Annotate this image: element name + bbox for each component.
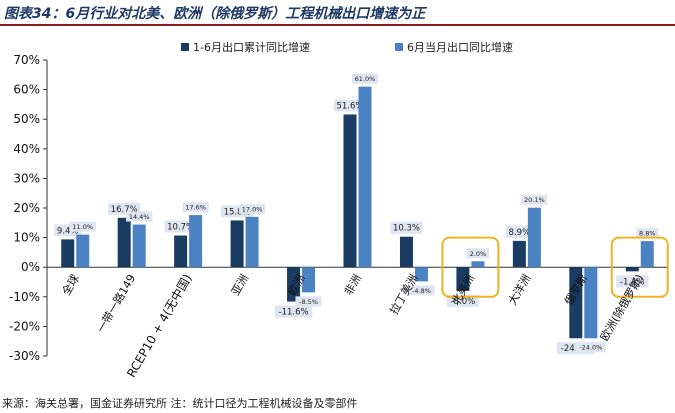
- bar-1-4: [287, 267, 301, 302]
- y-tick-label: 70%: [13, 53, 40, 67]
- y-tick-label: -20%: [9, 319, 40, 333]
- legend-label-series-1: 1-6月出口累计同比增速: [193, 40, 310, 54]
- highlight-box: [610, 236, 669, 298]
- data-label-1-1: 16.7%: [111, 205, 138, 215]
- bar-1-1: [117, 217, 131, 268]
- bar-2-0: [76, 234, 90, 268]
- bar-1-8: [512, 240, 526, 268]
- bar-1-3: [230, 220, 244, 268]
- bar-1-10: [625, 267, 639, 272]
- data-label-2-10: 8.8%: [639, 230, 656, 238]
- y-tick-label: 50%: [13, 112, 40, 126]
- y-tick-label: 40%: [13, 142, 40, 156]
- bar-1-7: [456, 267, 470, 291]
- data-label-box: [408, 285, 435, 296]
- data-label-2-7: 2.0%: [470, 250, 487, 258]
- y-tick-label: 30%: [13, 171, 40, 185]
- bar-2-4: [302, 267, 316, 293]
- data-label-box: [505, 225, 533, 238]
- data-label-box: [182, 202, 209, 213]
- x-category-label: 亚洲: [229, 272, 251, 298]
- data-label-1-5: 51.6%: [336, 101, 363, 111]
- y-tick-label: 20%: [13, 201, 40, 215]
- data-label-1-2: 10.7%: [167, 223, 194, 233]
- legend-swatch-series-2: [395, 43, 403, 51]
- y-tick-label: -30%: [9, 349, 40, 363]
- data-label-1-10: -1.4%: [620, 277, 645, 287]
- bar-1-2: [174, 235, 188, 268]
- data-label-box: [239, 203, 266, 214]
- data-label-box: [636, 228, 659, 239]
- data-label-2-9: -24.0%: [579, 344, 602, 352]
- y-tick-label: 60%: [13, 83, 40, 97]
- y-tick-label: 0%: [21, 260, 40, 274]
- x-category-label: 一带一路149: [95, 272, 139, 335]
- chart: 1-6月出口累计同比增速 6月当月出口同比增速 70% 60% 50% 40% 30% 2…: [9, 40, 669, 380]
- data-label-1-7: -8.0%: [451, 297, 476, 307]
- y-axis: 70% 60% 50% 40% 30% 20% 10% 0% -10% -20% -30%: [9, 53, 668, 363]
- data-label-box: [295, 296, 322, 307]
- data-label-box: [164, 220, 197, 233]
- data-label-box: [466, 248, 489, 259]
- data-label-box: [69, 221, 96, 232]
- chart-title: 图表34：6月行业对北美、欧洲（除俄罗斯）工程机械出口增速为正: [4, 6, 426, 22]
- x-category-label: 非洲: [342, 272, 364, 298]
- bar-1-9: [569, 267, 583, 339]
- data-label-2-6: -4.8%: [412, 287, 431, 295]
- data-label-box: [390, 221, 423, 234]
- bars: 9.4%11.0% 16.7%14.4% 10.7% 17.6% 15.8%17.0% -…: [54, 73, 659, 355]
- source-note: 来源：海关总署，国金证券研究所 注：统计口径为工程机械设备及零部件: [2, 397, 358, 410]
- bar-2-7: [471, 261, 485, 268]
- highlight-boxes: [441, 236, 669, 298]
- data-label-box: [616, 275, 649, 288]
- highlight-box: [441, 236, 500, 298]
- bar-2-2: [189, 215, 203, 268]
- y-tick-label: -10%: [9, 290, 40, 304]
- data-label-2-0: 11.0%: [72, 223, 93, 231]
- title-rule: [0, 24, 675, 26]
- y-tick-label: 10%: [13, 231, 40, 245]
- data-label-1-6: 10.3%: [393, 224, 420, 234]
- bar-2-6: [414, 267, 428, 282]
- bar-1-6: [399, 236, 413, 268]
- bar-2-10: [640, 241, 654, 268]
- x-category-label: 大洋洲: [505, 272, 534, 308]
- data-label-box: [575, 342, 606, 353]
- bar-2-8: [527, 207, 541, 268]
- bar-2-3: [245, 216, 259, 268]
- x-category-label: RCEP10 + 4(无中国): [123, 271, 194, 380]
- data-label-1-3: 15.8%: [224, 207, 251, 217]
- data-label-box: [351, 73, 379, 84]
- data-label-2-2: 17.6%: [185, 204, 206, 212]
- bar-1-0: [61, 239, 75, 268]
- bar-2-1: [132, 224, 146, 268]
- data-label-box: [274, 305, 313, 318]
- data-label-box: [446, 294, 480, 307]
- data-label-1-0: 9.4%: [57, 226, 79, 236]
- data-label-box: [126, 211, 153, 222]
- bar-2-9: [584, 267, 598, 339]
- legend-label-series-2: 6月当月出口同比增速: [407, 40, 513, 54]
- data-label-2-3: 17.0%: [242, 205, 263, 213]
- data-label-box: [333, 99, 367, 112]
- data-label-2-4: -8.5%: [299, 298, 318, 306]
- data-label-2-1: 14.4%: [129, 213, 150, 221]
- data-label-1-4: -11.6%: [279, 308, 309, 318]
- data-label-1-8: 8.9%: [509, 228, 531, 238]
- data-label-2-5: 61.0%: [355, 75, 376, 83]
- data-label-2-8: 20.1%: [524, 196, 545, 204]
- bar-2-5: [358, 86, 372, 268]
- x-category-label: 全球: [59, 272, 82, 298]
- bar-1-5: [343, 114, 357, 268]
- data-label-box: [521, 194, 548, 205]
- legend: 1-6月出口累计同比增速 6月当月出口同比增速: [181, 40, 513, 54]
- legend-swatch-series-1: [181, 43, 189, 51]
